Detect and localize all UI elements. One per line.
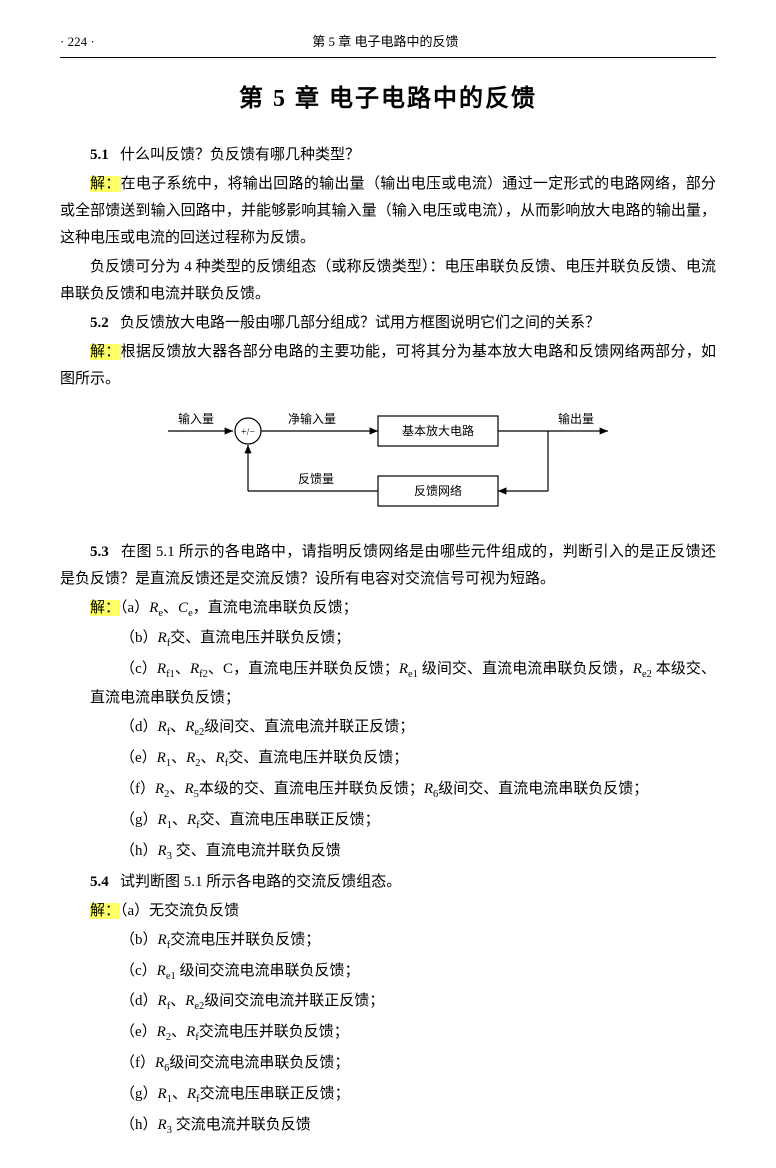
block-diagram: 输入量 +/− 净输入量 基本放大电路 输出量 反馈网络 反馈量 [60, 401, 716, 531]
q54-item-d: （d）Rf、Re2级间交流电流并联正反馈； [60, 988, 716, 1017]
running-title: 第 5 章 电子电路中的反馈 [95, 30, 676, 53]
feedback-diagram-svg: 输入量 +/− 净输入量 基本放大电路 输出量 反馈网络 反馈量 [148, 401, 628, 521]
q53-item-e: （e）R1、R2、Rf交、直流电压并联负反馈； [60, 745, 716, 774]
q53-item-d: （d）Rf、Re2级间交、直流电流并联正反馈； [60, 714, 716, 743]
q53-item-g: （g）R1、Rf交、直流电压串联正反馈； [60, 807, 716, 836]
diag-feedback-label: 反馈量 [298, 472, 334, 486]
sum-symbol: +/− [241, 427, 255, 438]
q52-solution: 解：根据反馈放大器各部分电路的主要功能，可将其分为基本放大电路和反馈网络两部分，… [60, 339, 716, 393]
q51-solution-p2: 负反馈可分为 4 种类型的反馈组态（或称反馈类型）：电压串联负反馈、电压并联负反… [60, 254, 716, 308]
q54-a: 解：（a）无交流负反馈 [60, 898, 716, 925]
q53-item-a: （a）Re、Ce，直流电流串联负反馈； [120, 600, 358, 616]
q53-item-f: （f）R2、R5本级的交、直流电压并联负反馈；R6级间交、直流电流串联负反馈； [60, 776, 716, 805]
q53-a: 解：（a）Re、Ce，直流电流串联负反馈； [60, 595, 716, 624]
amp-box-label: 基本放大电路 [402, 423, 474, 438]
q54-item-b: （b）Rf交流电压并联负反馈； [60, 927, 716, 956]
solution-label: 解： [90, 344, 121, 360]
q53-item-c: （c）Rf1、Rf2、C，直流电压并联负反馈；Re1 级间交、直流电流串联负反馈… [60, 656, 716, 712]
q54-item-f: （f）R6级间交流电流串联负反馈； [60, 1050, 716, 1079]
q54-item-e: （e）R2、Rf交流电压并联负反馈； [60, 1019, 716, 1048]
q54-question-text: 试判断图 5.1 所示各电路的交流反馈组态。 [120, 874, 401, 890]
q54-item-g: （g）R1、Rf交流电压串联正反馈； [60, 1081, 716, 1110]
q53-item-h: （h）R3 交、直流电流并联负反馈 [60, 838, 716, 867]
q54-item-h: （h）R3 交流电流并联负反馈 [60, 1112, 716, 1141]
q53-question: 5.3 在图 5.1 所示的各电路中，请指明反馈网络是由哪些元件组成的，判断引入… [60, 539, 716, 593]
q52-number: 5.2 [90, 315, 109, 331]
diag-input-label: 输入量 [178, 411, 214, 426]
q51-number: 5.1 [90, 147, 109, 163]
solution-label: 解： [90, 903, 120, 919]
fb-box-label: 反馈网络 [414, 483, 462, 498]
q52-question-text: 负反馈放大电路一般由哪几部分组成？试用方框图说明它们之间的关系？ [120, 315, 600, 331]
q54-item-a: （a）无交流负反馈 [120, 903, 239, 919]
diag-net-input-label: 净输入量 [288, 411, 336, 426]
solution-label: 解： [90, 176, 121, 192]
q54-question: 5.4 试判断图 5.1 所示各电路的交流反馈组态。 [60, 869, 716, 896]
diag-output-label: 输出量 [558, 411, 594, 426]
q51-question-text: 什么叫反馈？负反馈有哪几种类型？ [120, 147, 360, 163]
q51-solution-p1: 解：在电子系统中，将输出回路的输出量（输出电压或电流）通过一定形式的电路网络，部… [60, 171, 716, 252]
q51-sol-text1: 在电子系统中，将输出回路的输出量（输出电压或电流）通过一定形式的电路网络，部分或… [60, 176, 716, 246]
solution-label: 解： [90, 600, 120, 616]
q53-item-b: （b）Rf交、直流电压并联负反馈； [60, 625, 716, 654]
q52-question: 5.2 负反馈放大电路一般由哪几部分组成？试用方框图说明它们之间的关系？ [60, 310, 716, 337]
chapter-title: 第 5 章 电子电路中的反馈 [60, 78, 716, 121]
q54-item-c: （c）Re1 级间交流电流串联负反馈； [60, 958, 716, 987]
q53-number: 5.3 [90, 544, 109, 560]
page-number: · 224 · [60, 30, 95, 53]
q51-question: 5.1 什么叫反馈？负反馈有哪几种类型？ [60, 142, 716, 169]
q54-number: 5.4 [90, 874, 109, 890]
q52-sol-text: 根据反馈放大器各部分电路的主要功能，可将其分为基本放大电路和反馈网络两部分，如图… [60, 344, 716, 387]
q53-question-text: 在图 5.1 所示的各电路中，请指明反馈网络是由哪些元件组成的，判断引入的是正反… [60, 544, 716, 587]
page-header: · 224 · 第 5 章 电子电路中的反馈 [60, 30, 716, 58]
